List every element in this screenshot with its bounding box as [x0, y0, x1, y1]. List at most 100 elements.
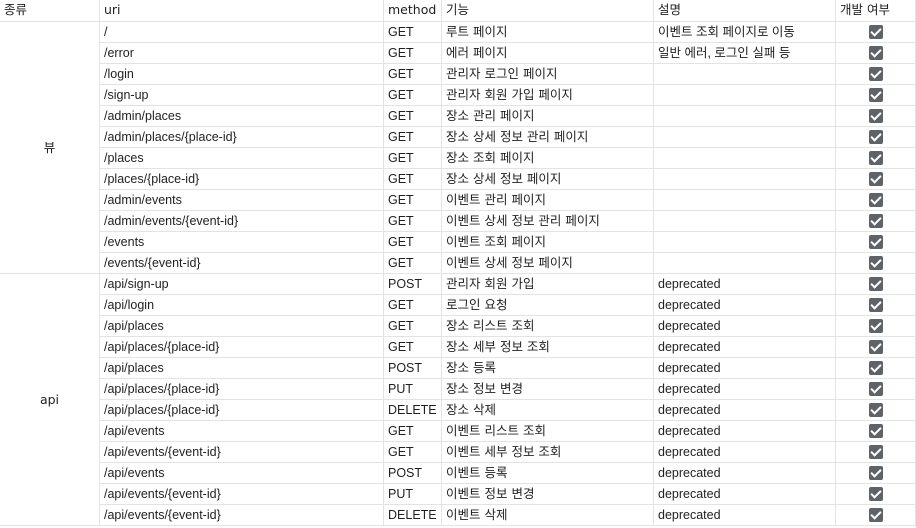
dev-status-cell[interactable]	[836, 463, 916, 484]
method-cell[interactable]: DELETE	[384, 505, 442, 526]
feature-cell[interactable]: 이벤트 상세 정보 관리 페이지	[442, 211, 654, 232]
uri-cell[interactable]: /admin/events/{event-id}	[100, 211, 384, 232]
dev-status-cell[interactable]	[836, 85, 916, 106]
description-cell[interactable]	[654, 127, 836, 148]
method-cell[interactable]: POST	[384, 274, 442, 295]
description-cell[interactable]	[654, 232, 836, 253]
description-cell[interactable]	[654, 190, 836, 211]
uri-cell[interactable]: /api/sign-up	[100, 274, 384, 295]
uri-cell[interactable]: /api/places	[100, 316, 384, 337]
checkbox-checked-icon[interactable]	[868, 255, 883, 270]
column-header-4[interactable]: 기능	[442, 0, 654, 22]
method-cell[interactable]: GET	[384, 253, 442, 274]
dev-status-cell[interactable]	[836, 274, 916, 295]
dev-status-cell[interactable]	[836, 106, 916, 127]
uri-cell[interactable]: /api/places	[100, 358, 384, 379]
method-cell[interactable]: GET	[384, 106, 442, 127]
dev-status-cell[interactable]	[836, 358, 916, 379]
description-cell[interactable]	[654, 85, 836, 106]
uri-cell[interactable]: /events	[100, 232, 384, 253]
dev-status-cell[interactable]	[836, 43, 916, 64]
feature-cell[interactable]: 이벤트 세부 정보 조회	[442, 442, 654, 463]
method-cell[interactable]: GET	[384, 190, 442, 211]
feature-cell[interactable]: 장소 등록	[442, 358, 654, 379]
method-cell[interactable]: GET	[384, 64, 442, 85]
method-cell[interactable]: GET	[384, 43, 442, 64]
dev-status-cell[interactable]	[836, 421, 916, 442]
description-cell[interactable]	[654, 169, 836, 190]
uri-cell[interactable]: /places/{place-id}	[100, 169, 384, 190]
uri-cell[interactable]: /login	[100, 64, 384, 85]
method-cell[interactable]: GET	[384, 148, 442, 169]
feature-cell[interactable]: 장소 상세 정보 페이지	[442, 169, 654, 190]
feature-cell[interactable]: 장소 상세 정보 관리 페이지	[442, 127, 654, 148]
checkbox-checked-icon[interactable]	[868, 150, 883, 165]
uri-cell[interactable]: /admin/places	[100, 106, 384, 127]
checkbox-checked-icon[interactable]	[868, 465, 883, 480]
checkbox-checked-icon[interactable]	[868, 129, 883, 144]
feature-cell[interactable]: 이벤트 삭제	[442, 505, 654, 526]
dev-status-cell[interactable]	[836, 211, 916, 232]
uri-cell[interactable]: /api/places/{place-id}	[100, 379, 384, 400]
uri-cell[interactable]: /api/places/{place-id}	[100, 337, 384, 358]
description-cell[interactable]: deprecated	[654, 379, 836, 400]
dev-status-cell[interactable]	[836, 64, 916, 85]
dev-status-cell[interactable]	[836, 190, 916, 211]
checkbox-checked-icon[interactable]	[868, 381, 883, 396]
feature-cell[interactable]: 장소 세부 정보 조회	[442, 337, 654, 358]
column-header-2[interactable]: uri	[100, 0, 384, 22]
dev-status-cell[interactable]	[836, 253, 916, 274]
dev-status-cell[interactable]	[836, 22, 916, 43]
dev-status-cell[interactable]	[836, 127, 916, 148]
method-cell[interactable]: GET	[384, 421, 442, 442]
method-cell[interactable]: GET	[384, 316, 442, 337]
checkbox-checked-icon[interactable]	[868, 213, 883, 228]
dev-status-cell[interactable]	[836, 484, 916, 505]
dev-status-cell[interactable]	[836, 400, 916, 421]
uri-cell[interactable]: /admin/events	[100, 190, 384, 211]
method-cell[interactable]: GET	[384, 337, 442, 358]
checkbox-checked-icon[interactable]	[868, 24, 883, 39]
uri-cell[interactable]: /api/places/{place-id}	[100, 400, 384, 421]
description-cell[interactable]	[654, 106, 836, 127]
feature-cell[interactable]: 로그인 요청	[442, 295, 654, 316]
description-cell[interactable]	[654, 211, 836, 232]
description-cell[interactable]: deprecated	[654, 337, 836, 358]
feature-cell[interactable]: 관리자 회원 가입 페이지	[442, 85, 654, 106]
checkbox-checked-icon[interactable]	[868, 318, 883, 333]
checkbox-checked-icon[interactable]	[868, 276, 883, 291]
uri-cell[interactable]: /sign-up	[100, 85, 384, 106]
checkbox-checked-icon[interactable]	[868, 87, 883, 102]
uri-cell[interactable]: /api/events/{event-id}	[100, 484, 384, 505]
uri-cell[interactable]: /api/events	[100, 463, 384, 484]
checkbox-checked-icon[interactable]	[868, 45, 883, 60]
feature-cell[interactable]: 에러 페이지	[442, 43, 654, 64]
uri-cell[interactable]: /places	[100, 148, 384, 169]
checkbox-checked-icon[interactable]	[868, 108, 883, 123]
column-header-5[interactable]: 설명	[654, 0, 836, 22]
method-cell[interactable]: POST	[384, 358, 442, 379]
uri-cell[interactable]: /api/events/{event-id}	[100, 442, 384, 463]
checkbox-checked-icon[interactable]	[868, 66, 883, 81]
description-cell[interactable]: deprecated	[654, 316, 836, 337]
group-cell[interactable]: api	[0, 274, 100, 526]
feature-cell[interactable]: 이벤트 조회 페이지	[442, 232, 654, 253]
feature-cell[interactable]: 이벤트 등록	[442, 463, 654, 484]
description-cell[interactable]: deprecated	[654, 400, 836, 421]
method-cell[interactable]: GET	[384, 442, 442, 463]
description-cell[interactable]: deprecated	[654, 274, 836, 295]
uri-cell[interactable]: /	[100, 22, 384, 43]
feature-cell[interactable]: 이벤트 정보 변경	[442, 484, 654, 505]
column-header-3[interactable]: method	[384, 0, 442, 22]
feature-cell[interactable]: 장소 관리 페이지	[442, 106, 654, 127]
dev-status-cell[interactable]	[836, 295, 916, 316]
method-cell[interactable]: DELETE	[384, 400, 442, 421]
dev-status-cell[interactable]	[836, 316, 916, 337]
checkbox-checked-icon[interactable]	[868, 339, 883, 354]
dev-status-cell[interactable]	[836, 379, 916, 400]
dev-status-cell[interactable]	[836, 442, 916, 463]
feature-cell[interactable]: 이벤트 관리 페이지	[442, 190, 654, 211]
description-cell[interactable]	[654, 148, 836, 169]
dev-status-cell[interactable]	[836, 505, 916, 526]
checkbox-checked-icon[interactable]	[868, 507, 883, 522]
